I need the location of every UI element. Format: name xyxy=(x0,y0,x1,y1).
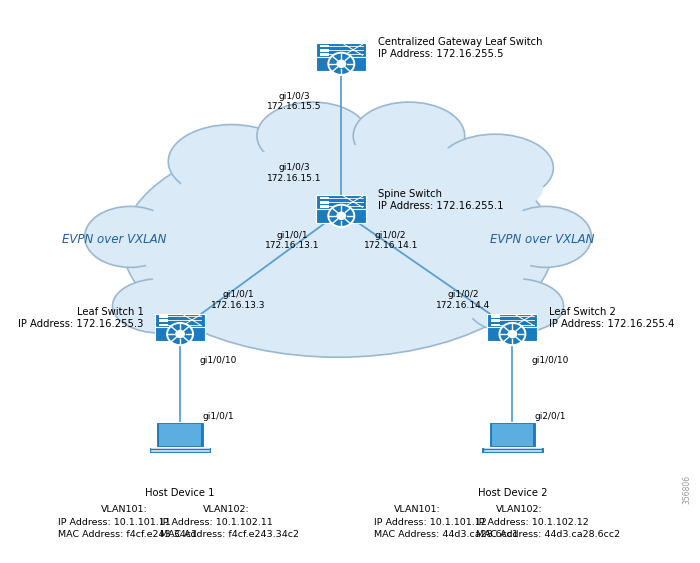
Text: IP Address: 10.1.101.11: IP Address: 10.1.101.11 xyxy=(58,518,171,527)
Bar xyxy=(491,319,500,322)
Text: IP Address: 10.1.101.12: IP Address: 10.1.101.12 xyxy=(374,518,487,527)
Text: MAC Address: f4cf.e243.34c1: MAC Address: f4cf.e243.34c1 xyxy=(58,530,197,539)
Bar xyxy=(320,197,329,199)
Ellipse shape xyxy=(437,134,554,202)
Text: MAC Address: f4cf.e243.34c2: MAC Address: f4cf.e243.34c2 xyxy=(160,530,300,539)
Ellipse shape xyxy=(457,273,533,313)
Bar xyxy=(320,45,329,47)
Text: VLAN101:: VLAN101: xyxy=(394,505,441,514)
Text: 356806: 356806 xyxy=(682,475,692,504)
Ellipse shape xyxy=(122,133,554,358)
Text: Host Device 2: Host Device 2 xyxy=(477,488,547,498)
FancyBboxPatch shape xyxy=(489,422,536,449)
Ellipse shape xyxy=(168,124,295,198)
Text: VLAN102:: VLAN102: xyxy=(203,505,250,514)
Ellipse shape xyxy=(447,162,543,213)
Text: Host Device 1: Host Device 1 xyxy=(146,488,215,498)
Text: gi2/0/1: gi2/0/1 xyxy=(535,412,566,421)
Text: gi1/0/2
172.16.14.4: gi1/0/2 172.16.14.4 xyxy=(436,291,490,310)
Ellipse shape xyxy=(363,136,454,187)
Text: EVPN over VXLAN: EVPN over VXLAN xyxy=(62,233,167,246)
Ellipse shape xyxy=(141,145,534,345)
Bar xyxy=(491,324,500,326)
FancyBboxPatch shape xyxy=(491,423,533,446)
FancyBboxPatch shape xyxy=(316,57,366,71)
Bar xyxy=(320,53,329,56)
Text: gi1/0/3
172.16.15.1: gi1/0/3 172.16.15.1 xyxy=(267,163,321,182)
Ellipse shape xyxy=(120,215,191,260)
Text: Centralized Gateway Leaf Switch
IP Address: 172.16.255.5: Centralized Gateway Leaf Switch IP Addre… xyxy=(377,37,542,59)
Text: Leaf Switch 1
IP Address: 172.16.255.3: Leaf Switch 1 IP Address: 172.16.255.3 xyxy=(18,307,144,329)
FancyBboxPatch shape xyxy=(481,446,544,453)
Text: gi1/0/10: gi1/0/10 xyxy=(199,356,237,365)
Bar xyxy=(159,315,167,318)
Ellipse shape xyxy=(500,207,592,267)
FancyBboxPatch shape xyxy=(487,327,538,341)
Bar xyxy=(320,205,329,208)
Bar xyxy=(159,319,167,322)
Ellipse shape xyxy=(85,207,176,267)
FancyBboxPatch shape xyxy=(160,423,201,446)
Text: Leaf Switch 2
IP Address: 172.16.255.4: Leaf Switch 2 IP Address: 172.16.255.4 xyxy=(549,307,674,329)
Text: gi1/0/10: gi1/0/10 xyxy=(532,356,569,365)
Text: gi1/0/2
172.16.14.1: gi1/0/2 172.16.14.1 xyxy=(363,231,418,250)
Text: IP Address: 10.1.102.12: IP Address: 10.1.102.12 xyxy=(476,518,589,527)
Circle shape xyxy=(167,323,193,345)
Text: gi1/0/1
172.16.13.3: gi1/0/1 172.16.13.3 xyxy=(211,291,265,310)
Ellipse shape xyxy=(267,136,358,187)
FancyBboxPatch shape xyxy=(155,314,205,327)
Circle shape xyxy=(337,212,346,220)
Text: gi1/0/3
172.16.15.5: gi1/0/3 172.16.15.5 xyxy=(267,92,321,111)
FancyBboxPatch shape xyxy=(156,422,204,449)
Bar xyxy=(320,201,329,204)
Ellipse shape xyxy=(485,215,556,260)
Circle shape xyxy=(337,60,346,68)
Circle shape xyxy=(499,323,526,345)
Circle shape xyxy=(175,330,185,338)
Ellipse shape xyxy=(113,279,209,333)
FancyBboxPatch shape xyxy=(487,314,538,327)
Circle shape xyxy=(508,330,517,338)
Bar xyxy=(491,315,500,318)
Text: EVPN over VXLAN: EVPN over VXLAN xyxy=(490,233,594,246)
Text: gi1/0/1: gi1/0/1 xyxy=(202,412,234,421)
FancyBboxPatch shape xyxy=(316,209,366,223)
Circle shape xyxy=(328,205,354,227)
Ellipse shape xyxy=(354,102,465,169)
Ellipse shape xyxy=(143,273,219,313)
FancyBboxPatch shape xyxy=(155,327,205,341)
Text: VLAN102:: VLAN102: xyxy=(496,505,542,514)
Text: MAC Address: 44d3.ca28.6cc2: MAC Address: 44d3.ca28.6cc2 xyxy=(476,530,620,539)
Ellipse shape xyxy=(181,153,282,209)
FancyBboxPatch shape xyxy=(316,43,366,56)
Ellipse shape xyxy=(257,102,368,169)
Text: Spine Switch
IP Address: 172.16.255.1: Spine Switch IP Address: 172.16.255.1 xyxy=(377,189,503,211)
Text: gi1/0/1
172.16.13.1: gi1/0/1 172.16.13.1 xyxy=(265,231,319,250)
Text: MAC Address: 44d3.ca28.6cc1: MAC Address: 44d3.ca28.6cc1 xyxy=(374,530,518,539)
Circle shape xyxy=(328,53,354,75)
FancyBboxPatch shape xyxy=(316,195,366,208)
Text: VLAN101:: VLAN101: xyxy=(101,505,148,514)
Bar xyxy=(159,324,167,326)
FancyBboxPatch shape xyxy=(149,446,211,453)
Ellipse shape xyxy=(467,279,564,333)
Text: IP Address: 10.1.102.11: IP Address: 10.1.102.11 xyxy=(160,518,273,527)
Bar xyxy=(320,49,329,52)
